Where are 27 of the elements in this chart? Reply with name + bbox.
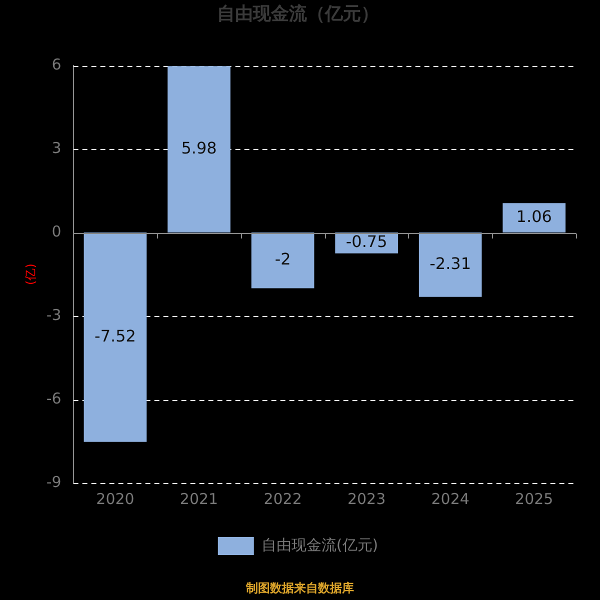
x-tick-label: 2020 xyxy=(96,490,134,508)
x-tick-label: 2022 xyxy=(264,490,302,508)
bar xyxy=(418,232,482,297)
bar xyxy=(84,232,147,442)
x-tick-label: 2021 xyxy=(180,490,218,508)
chart-title: 自由现金流（亿元） xyxy=(217,3,379,24)
data-label: 1.06 xyxy=(516,206,552,226)
data-label: -2 xyxy=(274,250,291,269)
x-tick-label: 2025 xyxy=(515,490,554,508)
text: 制图数据来自数据库 xyxy=(244,580,355,597)
y-tick-label: -9 xyxy=(46,472,62,491)
x-tick-label: 2024 xyxy=(431,490,470,508)
y-axis-title: (亿) xyxy=(23,264,38,285)
y-tick-label: -3 xyxy=(46,306,62,324)
legend-label: 自由现金流(亿元) xyxy=(261,536,378,554)
y-tick-label: 6 xyxy=(52,55,62,74)
data-label: -0.75 xyxy=(346,232,388,252)
y-tick-label: -6 xyxy=(46,389,62,408)
data-label: 5.98 xyxy=(181,138,217,158)
data-label: -7.52 xyxy=(94,326,136,346)
y-tick-label: 3 xyxy=(52,138,62,157)
bar xyxy=(251,232,314,288)
data-label: -2.31 xyxy=(430,254,472,273)
bar xyxy=(168,66,230,233)
x-tick-label: 2023 xyxy=(347,490,386,508)
y-tick-label: 0 xyxy=(52,222,62,240)
bar xyxy=(502,203,566,233)
